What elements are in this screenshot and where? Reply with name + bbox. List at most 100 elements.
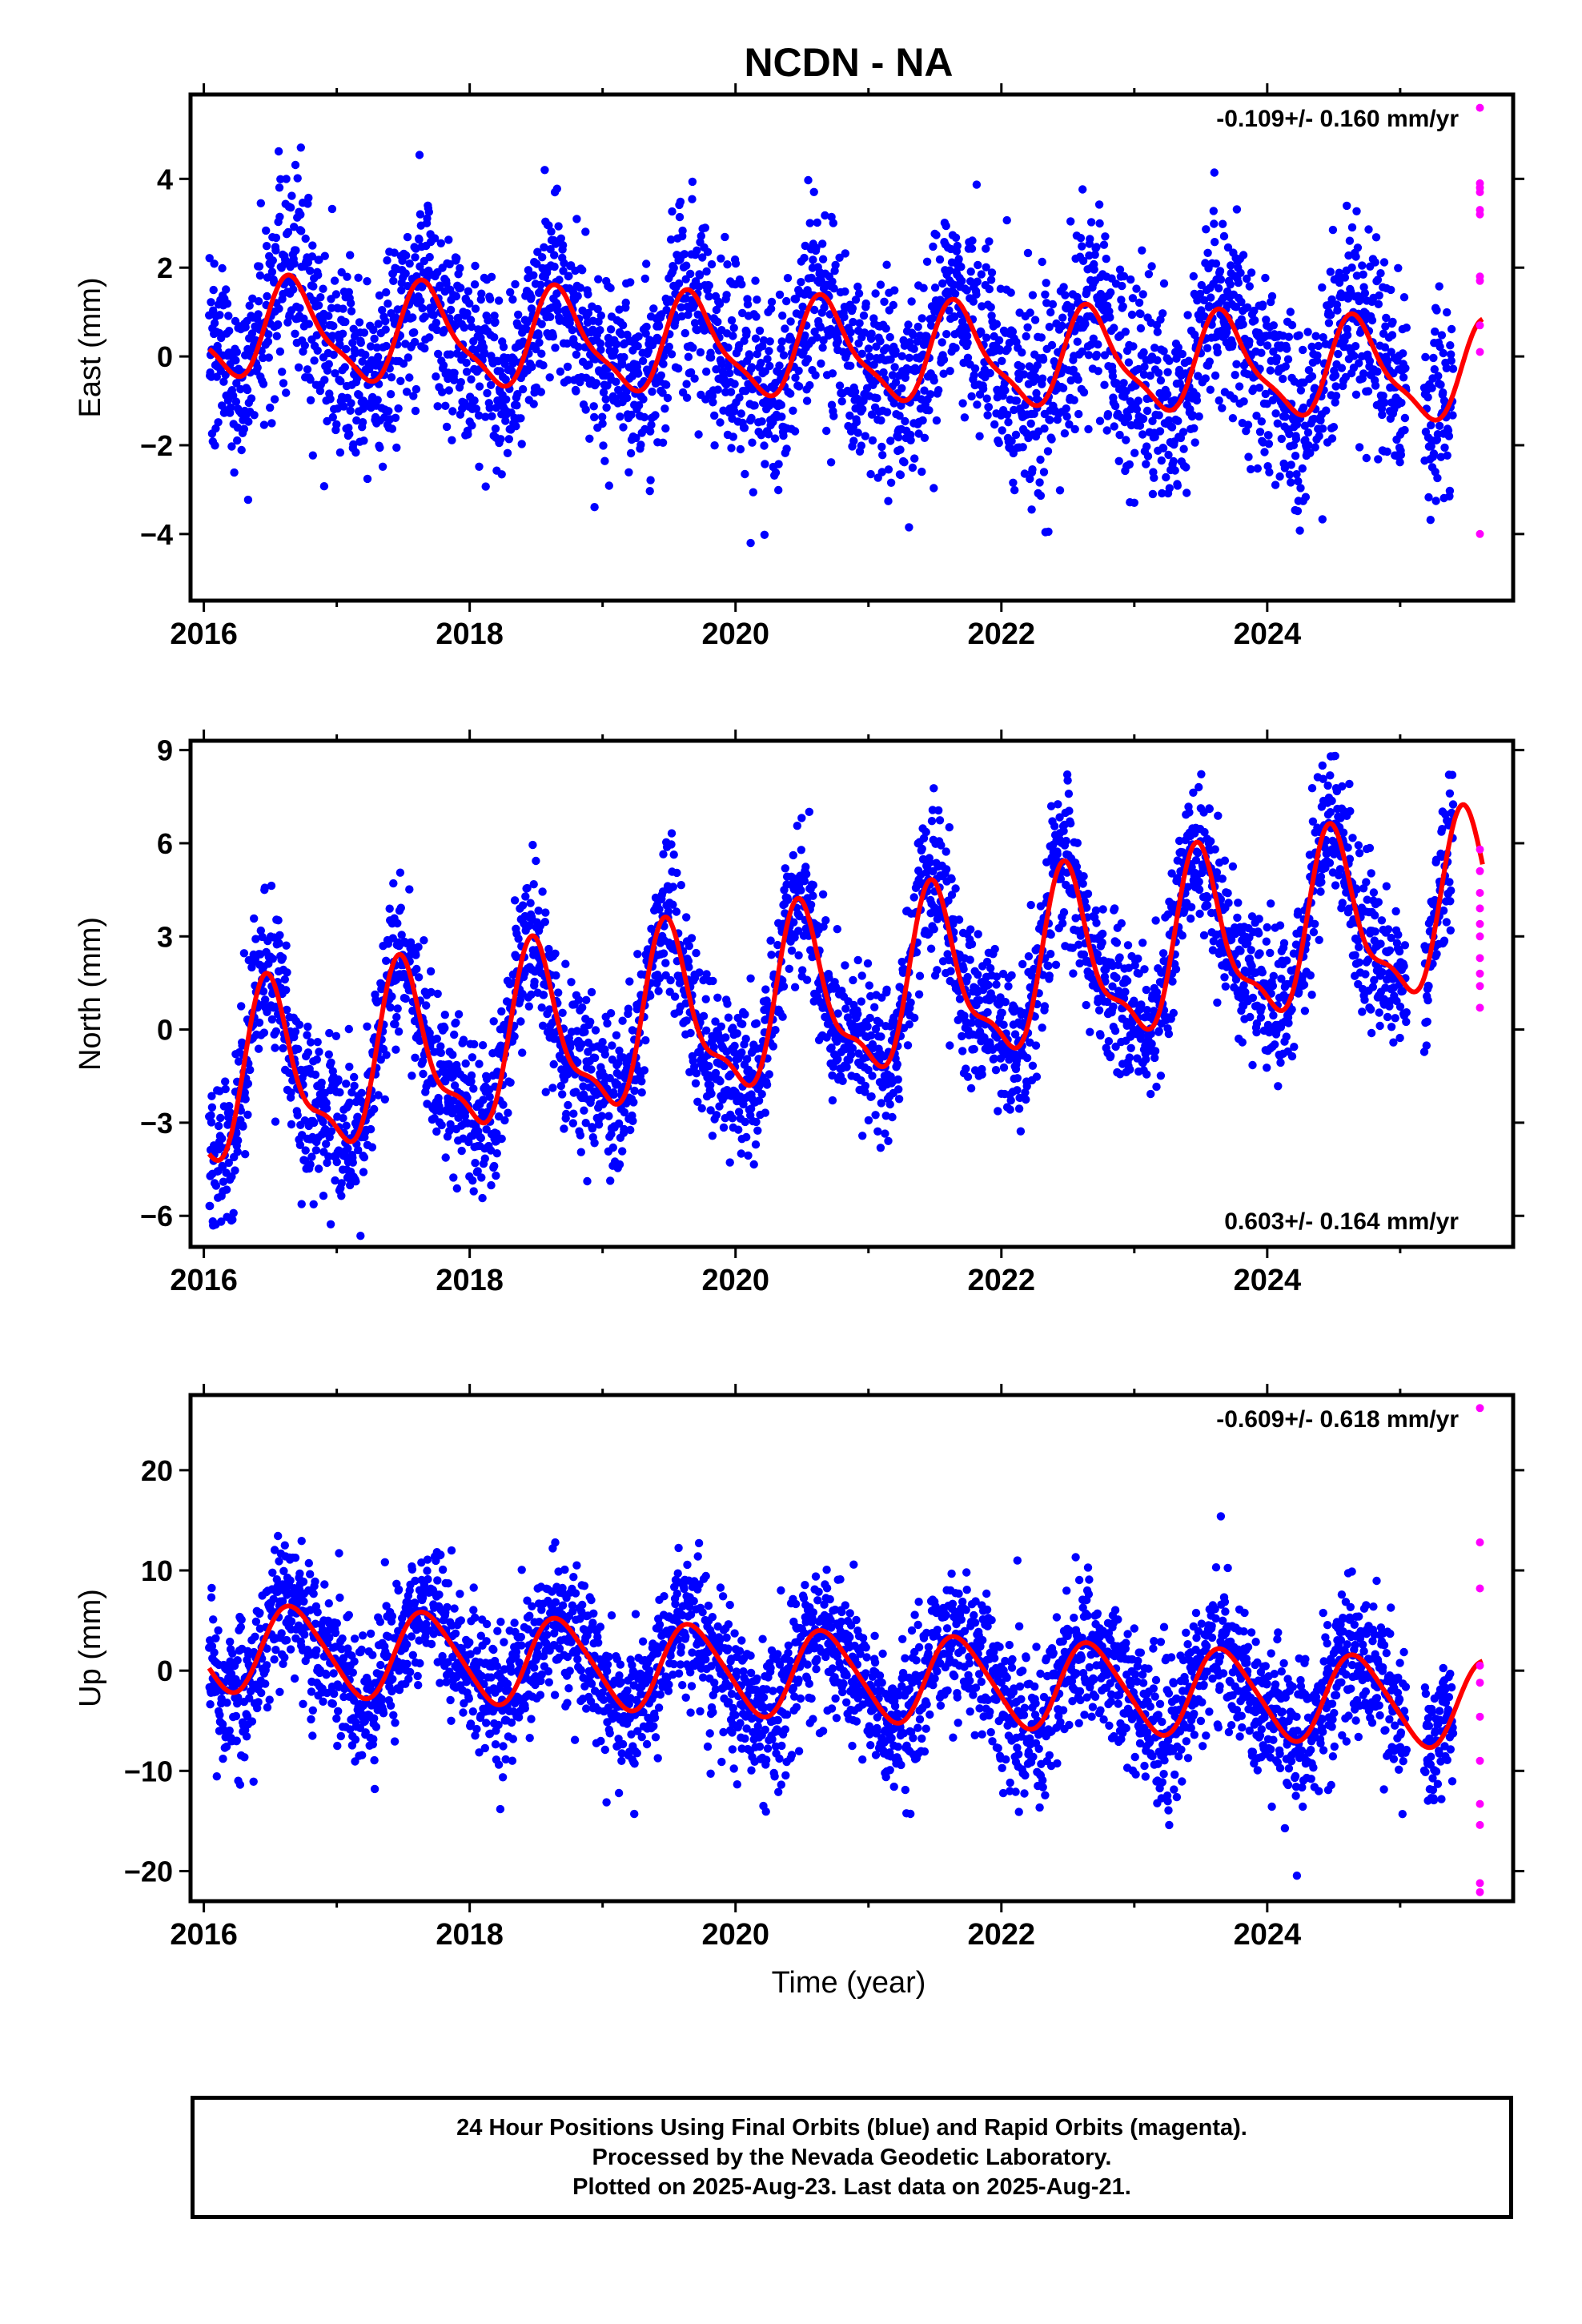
final-orbit-point: [1173, 481, 1182, 490]
final-orbit-point: [494, 296, 504, 305]
final-orbit-point: [529, 271, 538, 279]
final-orbit-point: [962, 332, 972, 340]
final-orbit-point: [640, 412, 649, 422]
final-orbit-point: [723, 260, 732, 269]
final-orbit-point: [361, 350, 370, 360]
final-orbit-point: [275, 939, 283, 948]
final-orbit-point: [230, 468, 239, 477]
final-orbit-point: [226, 1108, 235, 1117]
final-orbit-point: [327, 1127, 336, 1136]
final-orbit-point: [282, 941, 291, 950]
final-orbit-point: [863, 959, 873, 968]
final-orbit-point: [706, 1106, 715, 1115]
final-orbit-point: [833, 336, 842, 346]
final-orbit-point: [320, 376, 329, 384]
final-orbit-point: [634, 369, 643, 378]
final-orbit-point: [612, 377, 620, 386]
final-orbit-point: [907, 297, 916, 306]
final-orbit-point: [519, 337, 528, 346]
final-orbit-point: [926, 321, 936, 330]
final-orbit-point: [750, 401, 759, 410]
final-orbit-point: [1155, 427, 1165, 436]
final-orbit-point: [560, 259, 568, 267]
final-orbit-point: [1153, 356, 1162, 364]
final-orbit-point: [347, 399, 355, 408]
final-orbit-point: [1078, 185, 1087, 194]
final-orbit-point: [1285, 470, 1295, 479]
final-orbit-point: [301, 1146, 310, 1155]
final-orbit-point: [857, 971, 866, 980]
final-orbit-point: [782, 296, 791, 306]
final-orbit-point: [1251, 316, 1259, 325]
final-orbit-point: [661, 959, 670, 967]
final-orbit-point: [818, 255, 828, 263]
final-orbit-point: [850, 388, 860, 396]
final-orbit-point: [711, 1068, 721, 1078]
final-orbit-point: [978, 384, 988, 393]
final-orbit-point: [1055, 486, 1065, 495]
final-orbit-point: [1307, 372, 1317, 381]
final-orbit-point: [717, 254, 725, 263]
final-orbit-point: [350, 1072, 359, 1082]
final-orbit-point: [985, 237, 994, 246]
final-orbit-point: [323, 366, 332, 375]
final-orbit-point: [805, 380, 814, 390]
final-orbit-point: [432, 372, 440, 381]
final-orbit-point: [282, 388, 291, 397]
final-orbit-point: [684, 352, 693, 361]
x-tick-label: 2018: [436, 617, 504, 651]
final-orbit-point: [1066, 217, 1075, 226]
final-orbit-point: [1257, 348, 1266, 357]
final-orbit-point: [381, 316, 390, 326]
final-orbit-point: [1159, 347, 1168, 356]
final-orbit-point: [558, 241, 568, 250]
final-orbit-point: [560, 1124, 568, 1133]
final-orbit-point: [323, 416, 331, 426]
final-orbit-point: [1247, 464, 1255, 474]
final-orbit-point: [1296, 484, 1305, 493]
final-orbit-point: [618, 360, 627, 369]
final-orbit-point: [460, 323, 469, 332]
final-orbit-point: [1280, 464, 1290, 472]
final-orbit-point: [259, 1028, 269, 1037]
final-orbit-point: [706, 1080, 715, 1090]
final-orbit-point: [233, 436, 242, 445]
final-orbit-point: [232, 379, 241, 388]
final-orbit-point: [786, 317, 795, 326]
final-orbit-point: [1084, 351, 1094, 360]
final-orbit-point: [606, 325, 616, 334]
final-orbit-point: [705, 1062, 713, 1071]
final-orbit-point: [864, 1065, 873, 1075]
final-orbit-point: [668, 207, 677, 216]
final-orbit-point: [596, 311, 605, 320]
final-orbit-point: [409, 392, 418, 400]
final-orbit-point: [785, 964, 793, 974]
final-orbit-point: [809, 881, 817, 890]
final-orbit-point: [702, 367, 711, 376]
final-orbit-point: [852, 417, 861, 427]
final-orbit-point: [995, 346, 1005, 355]
final-orbit-point: [518, 901, 528, 910]
final-orbit-point: [1132, 284, 1141, 293]
final-orbit-point: [882, 985, 891, 995]
final-orbit-point: [294, 363, 303, 372]
final-orbit-point: [254, 297, 263, 306]
final-orbit-point: [282, 1005, 291, 1015]
final-orbit-point: [233, 1148, 242, 1156]
final-orbit-point: [485, 1092, 494, 1101]
final-orbit-point: [503, 448, 512, 457]
final-orbit-point: [300, 341, 309, 350]
final-orbit-point: [1327, 434, 1337, 443]
final-orbit-point: [676, 197, 685, 207]
final-orbit-point: [420, 936, 428, 945]
final-orbit-point: [1162, 472, 1170, 482]
final-orbit-point: [1165, 356, 1174, 365]
final-orbit-point: [801, 331, 809, 340]
final-orbit-point: [583, 1176, 592, 1186]
final-orbit-point: [736, 444, 745, 454]
final-orbit-point: [1074, 375, 1082, 384]
final-orbit-point: [476, 1133, 485, 1143]
final-orbit-point: [1207, 293, 1215, 302]
final-orbit-point: [783, 274, 793, 283]
final-orbit-point: [452, 1018, 460, 1027]
